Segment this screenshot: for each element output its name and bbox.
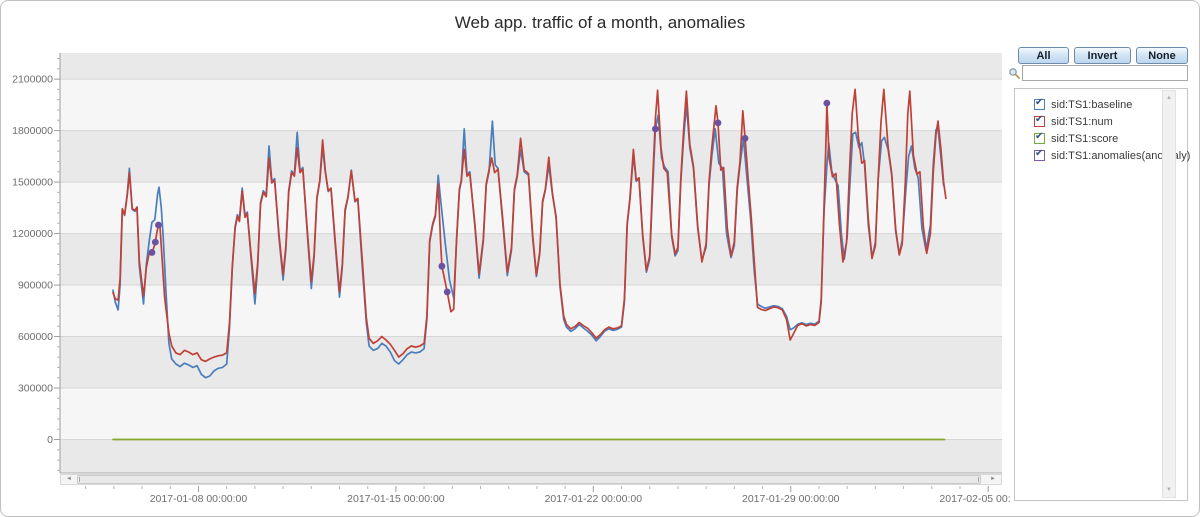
series-checkbox[interactable]: ✔ — [1034, 131, 1045, 144]
series-list-scrollbar[interactable]: ▲ ▼ — [1162, 90, 1176, 498]
anomaly-dot — [651, 125, 659, 133]
y-tick-label: 900000 — [18, 280, 53, 292]
plot-band — [60, 130, 1002, 183]
check-icon: ✔ — [1035, 148, 1044, 159]
check-icon: ✔ — [1035, 131, 1044, 142]
y-tick-label: 2100000 — [12, 74, 53, 86]
search-icon — [1009, 68, 1020, 79]
y-tick-label: 300000 — [18, 383, 53, 395]
plot-band — [60, 233, 1002, 286]
scroll-thumb-grip[interactable] — [978, 477, 979, 482]
series-label: sid:TS1:baseline — [1051, 98, 1133, 111]
x-tick-label: 2017-01-29 00:00:00 — [742, 493, 840, 505]
series-label: sid:TS1:anomalies(anomaly) — [1051, 149, 1191, 162]
series-filter-input[interactable] — [1022, 65, 1188, 81]
series-checkbox[interactable]: ✔ — [1034, 148, 1045, 161]
select-all-button[interactable]: All — [1018, 47, 1069, 64]
x-tick-label: 2017-01-15 00:00:00 — [347, 493, 445, 505]
series-label: sid:TS1:score — [1051, 132, 1119, 145]
check-icon: ✔ — [1035, 97, 1044, 108]
anomaly-dot — [823, 99, 831, 107]
scroll-up-arrow-icon[interactable]: ▲ — [1166, 95, 1172, 101]
anomaly-dot — [714, 119, 722, 127]
scroll-right-arrow-icon[interactable]: ► — [990, 476, 996, 482]
chart-horizontal-scrollbar[interactable]: ◄ ► — [60, 474, 1002, 485]
anomaly-dot — [443, 288, 451, 296]
series-list[interactable]: ✔ sid:TS1:baseline ✔ sid:TS1:num ✔ sid:TS1:sc… — [1014, 88, 1191, 501]
series-list-item[interactable]: ✔ sid:TS1:anomalies(anomaly) — [1015, 147, 1191, 164]
scroll-thumb[interactable] — [77, 475, 981, 484]
plot-band — [60, 388, 1002, 440]
series-sid:TS1:num — [112, 88, 947, 363]
x-tick-label: 2017-01-22 00:00:00 — [545, 493, 643, 505]
anomaly-dot — [155, 221, 162, 229]
page-title: Web app. traffic of a month, anomalies — [454, 13, 746, 32]
check-icon: ✔ — [1035, 114, 1044, 125]
scroll-left-arrow-icon[interactable]: ◄ — [66, 476, 72, 482]
series-list-item[interactable]: ✔ sid:TS1:num — [1015, 113, 1187, 130]
x-tick-label: 2017-01-08 00:00:00 — [150, 493, 248, 505]
scroll-down-arrow-icon[interactable]: ▼ — [1166, 487, 1172, 493]
plot-band — [60, 53, 1002, 80]
series-checkbox[interactable]: ✔ — [1034, 114, 1045, 127]
y-tick-label: 600000 — [18, 331, 53, 343]
series-list-item[interactable]: ✔ sid:TS1:score — [1015, 130, 1187, 147]
scroll-thumb-grip[interactable] — [79, 477, 80, 482]
invert-selection-button[interactable]: Invert — [1074, 47, 1131, 64]
y-tick-label: 1500000 — [12, 177, 53, 189]
plot-band — [60, 336, 1002, 389]
anomaly-dot — [741, 134, 749, 142]
series-label: sid:TS1:num — [1051, 115, 1113, 128]
anomaly-dot — [148, 249, 156, 256]
y-tick-label: 1800000 — [12, 125, 53, 137]
x-tick-label: 2017-02-05 00:00:00 — [939, 493, 1011, 505]
y-tick-label: 1200000 — [12, 228, 53, 240]
y-tick-label: 0 — [47, 434, 53, 446]
select-none-button[interactable]: None — [1136, 47, 1188, 64]
series-checkbox[interactable]: ✔ — [1034, 97, 1045, 110]
plot-band — [60, 285, 1002, 337]
plot-band — [60, 79, 1002, 131]
traffic-chart[interactable]: 0 300000 600000 900000 1200000 1500000 1800000… — [1, 1, 1011, 517]
plot-band — [60, 439, 1002, 473]
series-list-item[interactable]: ✔ sid:TS1:baseline — [1015, 96, 1187, 113]
anomaly-dot — [151, 238, 159, 246]
anomaly-dot — [438, 262, 446, 270]
